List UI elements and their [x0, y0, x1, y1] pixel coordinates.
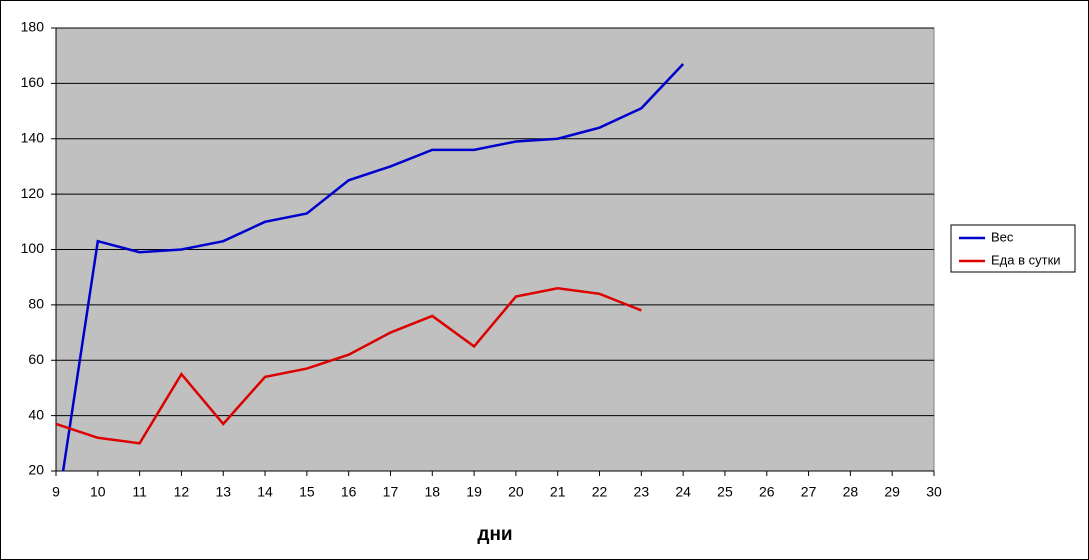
x-tick-label: 13	[215, 484, 231, 500]
x-tick-label: 10	[90, 484, 106, 500]
x-axis-title: дни	[477, 524, 512, 545]
x-tick-label: 15	[299, 484, 315, 500]
x-tick-label: 9	[52, 484, 60, 500]
legend-label: Еда в сутки	[991, 252, 1061, 267]
y-tick-label: 140	[21, 129, 45, 145]
legend-label: Вес	[991, 229, 1014, 244]
x-tick-label: 29	[884, 484, 900, 500]
x-tick-label: 14	[257, 484, 273, 500]
x-tick-label: 12	[174, 484, 190, 500]
y-tick-label: 40	[28, 406, 44, 422]
y-tick-label: 60	[28, 351, 44, 367]
series-group	[56, 63, 685, 471]
x-tick-label: 21	[550, 484, 566, 500]
legend-box	[950, 224, 1076, 273]
y-tick-label: 180	[21, 19, 45, 35]
x-tick-label: 18	[424, 484, 440, 500]
y-tick-label: 20	[28, 462, 44, 478]
y-tick-label: 80	[28, 296, 44, 312]
y-tick-label: 100	[21, 240, 45, 256]
x-tick-label: 27	[801, 484, 817, 500]
series-line	[56, 286, 642, 445]
y-tick-label: 160	[21, 74, 45, 90]
x-tick-label: 11	[132, 484, 147, 500]
x-tick-label: 17	[383, 484, 399, 500]
x-tick-label: 20	[508, 484, 524, 500]
series-line	[61, 63, 685, 471]
x-tick-label: 26	[759, 484, 775, 500]
x-tick-label: 23	[634, 484, 650, 500]
x-tick-label: 19	[466, 484, 482, 500]
x-tick-label: 25	[717, 484, 733, 500]
x-tick-label: 16	[341, 484, 357, 500]
x-tick-label: 30	[926, 484, 942, 500]
x-tick-label: 28	[843, 484, 859, 500]
y-tick-label: 120	[21, 185, 45, 201]
x-tick-label: 24	[675, 484, 691, 500]
x-tick-label: 22	[592, 484, 608, 500]
